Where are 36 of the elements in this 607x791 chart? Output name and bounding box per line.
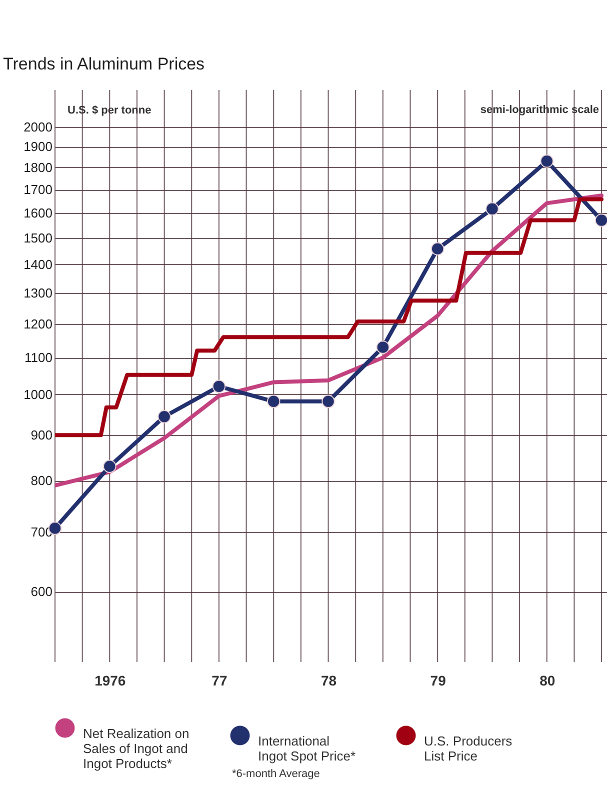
point: [103, 460, 116, 473]
point: [158, 410, 171, 424]
line-series: [55, 193, 604, 488]
point: [376, 340, 390, 354]
y-tick-label: 1200: [24, 316, 52, 332]
x-tick-label: 77: [212, 672, 228, 688]
legend-label: U.S. Producers List Price: [424, 734, 513, 764]
line-series: [55, 197, 604, 438]
x-tick-label: 79: [430, 672, 446, 688]
x-tick-label: 1976: [94, 672, 126, 688]
point: [594, 214, 607, 227]
y-tick-label: 1900: [24, 139, 52, 154]
y-tick-label: 1100: [24, 350, 52, 366]
y-tick-label: 1400: [24, 256, 52, 272]
y-tick-label: 2000: [24, 119, 52, 134]
y-tick-label: 1500: [24, 230, 52, 246]
y-tick-label: 600: [30, 584, 52, 600]
x-tick-label: 80: [540, 672, 556, 688]
text: *6-month Average: [232, 768, 320, 780]
legend-label: International Ingot Spot Price*: [258, 734, 356, 764]
legend-label: Net Realization on Sales of Ingot and Ingot Products*: [83, 726, 190, 771]
x-tick-label: 78: [320, 672, 337, 688]
point: [540, 154, 554, 168]
point: [486, 202, 499, 216]
point: [212, 380, 226, 393]
y-tick-label: 800: [30, 473, 52, 488]
y-tick-label: 1000: [24, 386, 52, 402]
y-tick-label: 1300: [24, 286, 52, 301]
point: [430, 242, 444, 256]
y-tick-label: 1800: [24, 160, 52, 175]
point: [266, 394, 280, 408]
y-tick-label: 1700: [24, 182, 52, 198]
point: [322, 394, 335, 408]
y-tick-label: 1600: [24, 205, 52, 220]
chart-title: Trends in Aluminum Prices: [3, 54, 205, 74]
y-tick-label: 900: [30, 428, 52, 443]
